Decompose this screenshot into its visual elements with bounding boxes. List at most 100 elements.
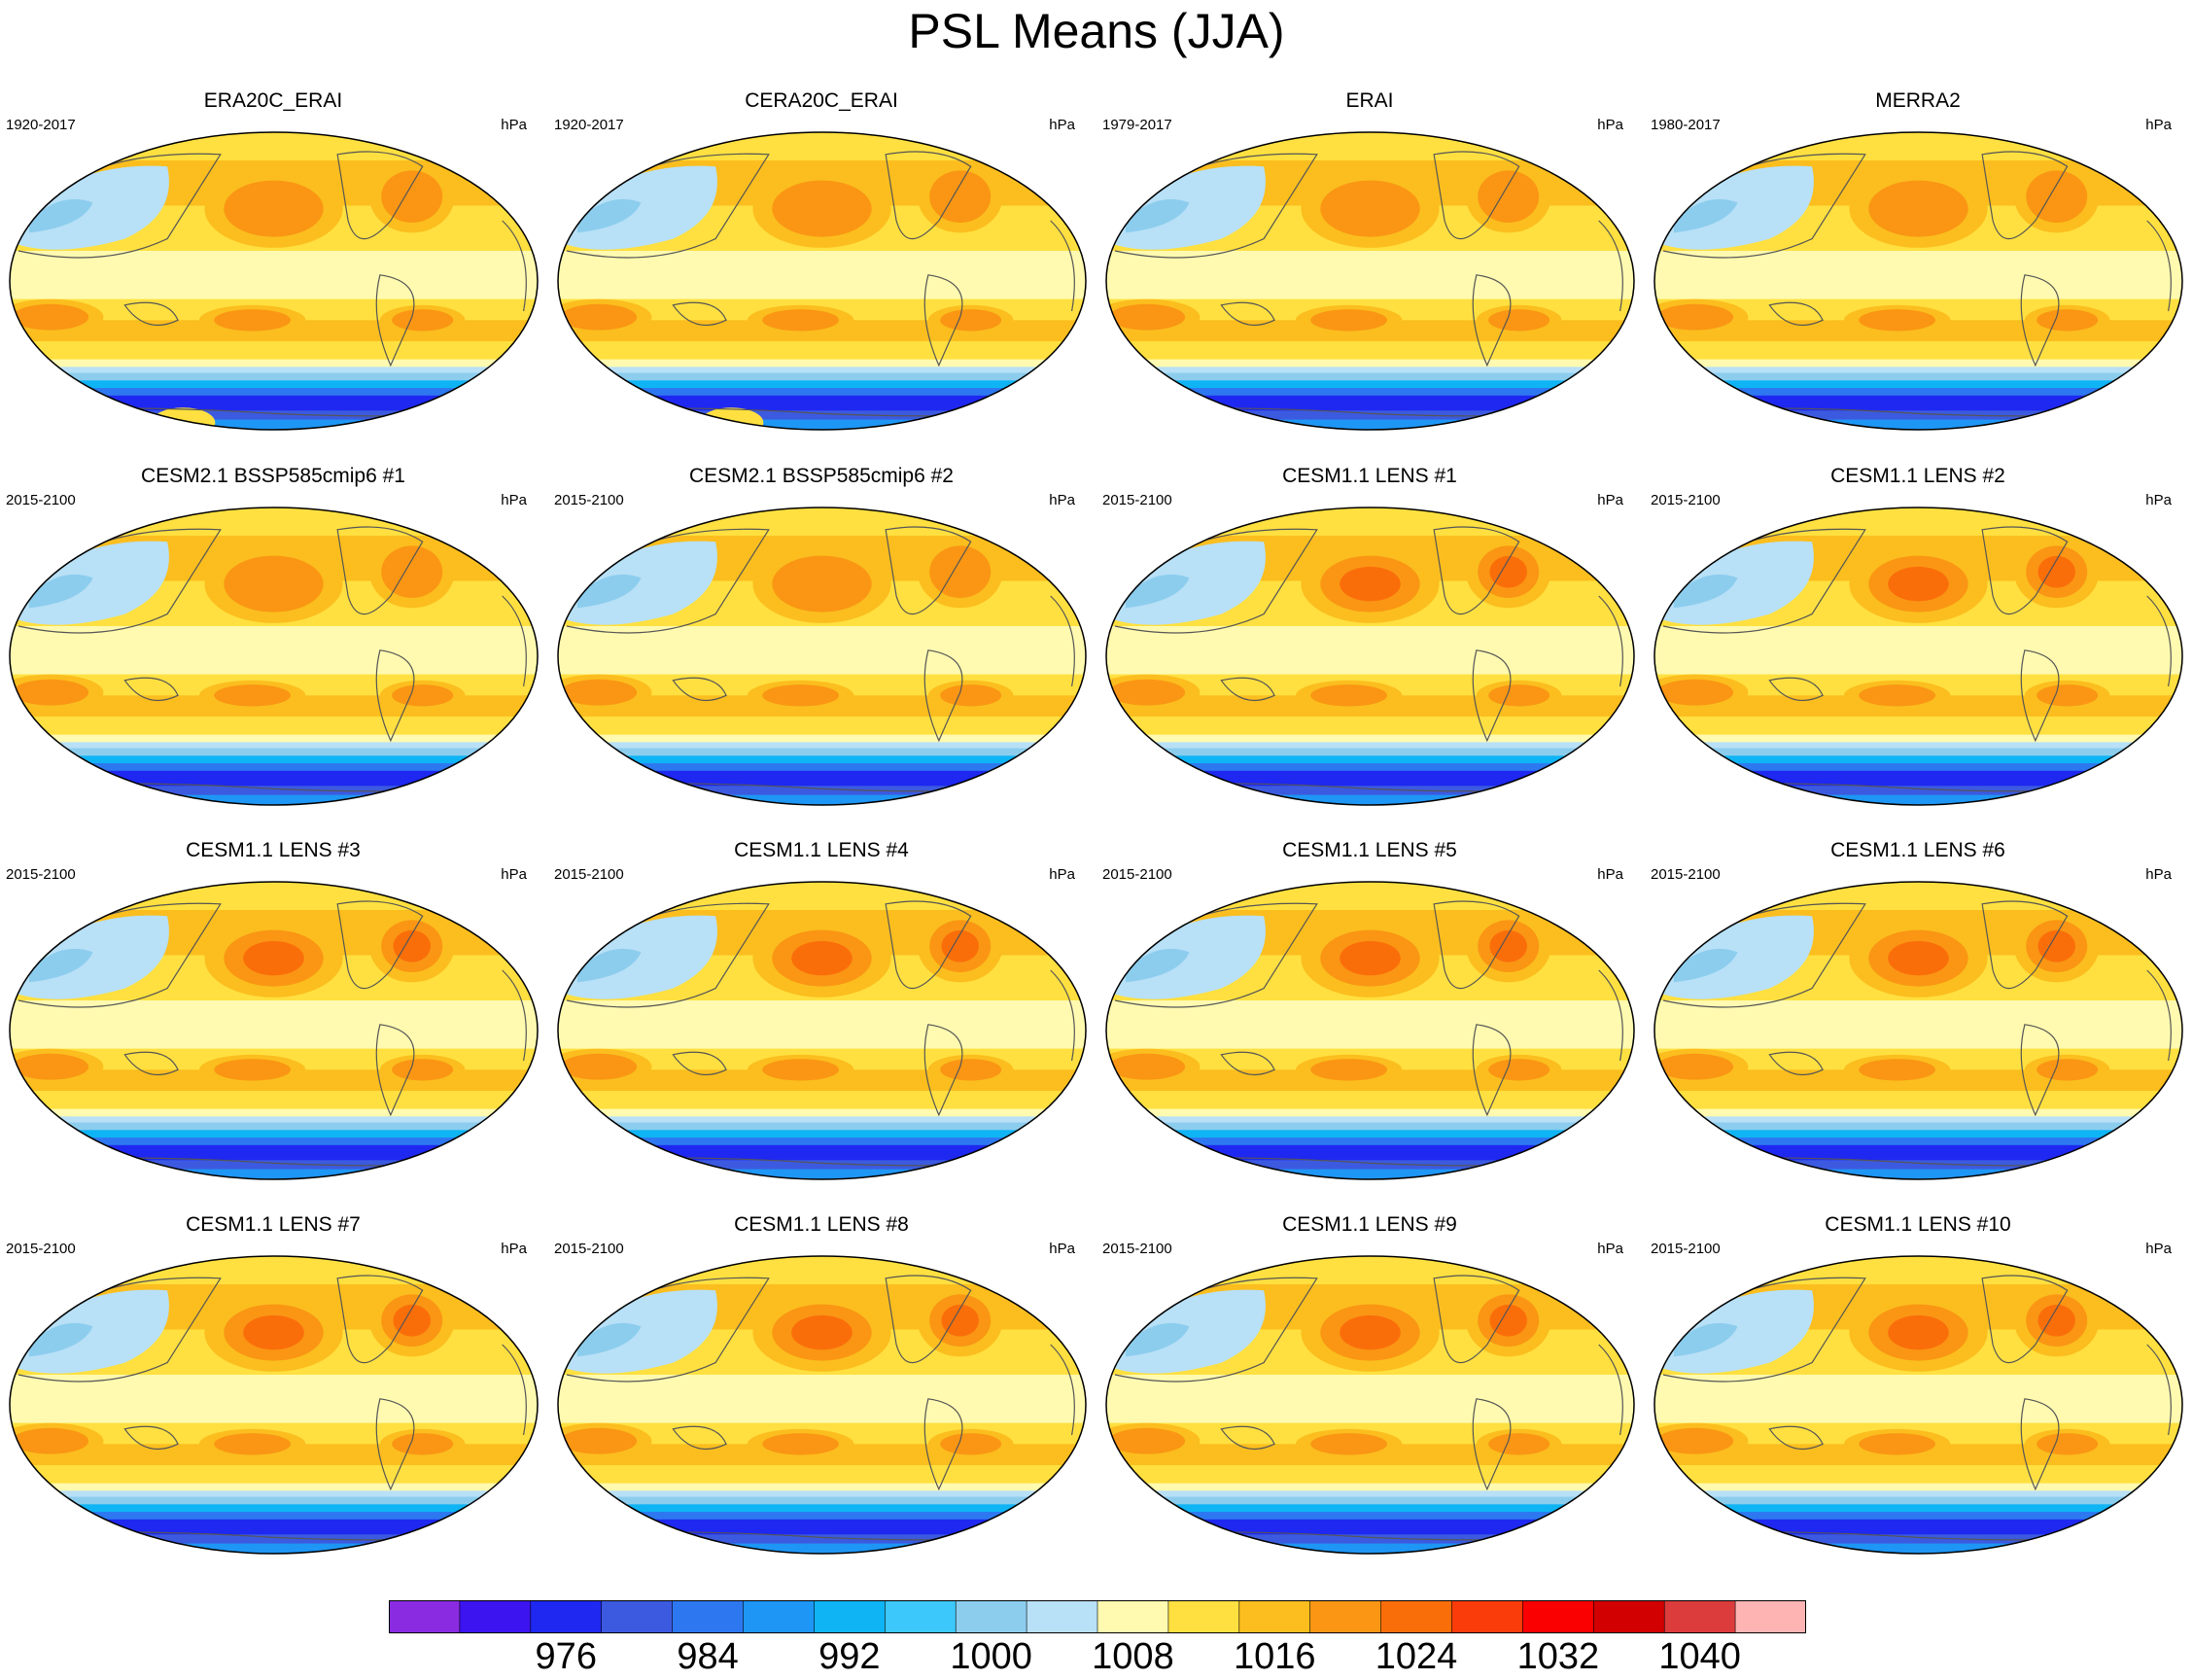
coastline [336, 1275, 424, 1363]
pressure-band [558, 748, 1086, 757]
pressure-band [10, 794, 538, 805]
pressure-band [1654, 748, 2182, 757]
high-pressure-cell [1310, 309, 1388, 332]
high-pressure-cell [1859, 684, 1936, 707]
pressure-band [558, 1108, 1086, 1118]
coastline [672, 677, 727, 702]
coastline [885, 526, 972, 614]
high-pressure-cell [791, 940, 853, 976]
pressure-band [10, 1130, 538, 1139]
coastline [672, 1425, 727, 1451]
pressure-band [1106, 717, 1634, 736]
map-boundary [1105, 131, 1635, 431]
pressure-band [10, 1000, 538, 1050]
pressure-band [1106, 251, 1634, 300]
asian-low-core [1673, 198, 1738, 233]
pressure-band [558, 1465, 1086, 1485]
high-pressure-cell [1489, 555, 1527, 588]
pressure-band [1654, 1496, 2182, 1506]
colorbar-swatch [601, 1600, 674, 1633]
pressure-band [1106, 341, 1634, 361]
coastline [923, 274, 963, 368]
high-pressure-cell [1868, 180, 1968, 237]
coastline [1433, 151, 1520, 239]
panel-period: 2015-2100 [6, 1241, 76, 1257]
pressure-band [1654, 794, 2182, 805]
pressure-band [10, 1490, 538, 1498]
map-panel: CESM1.1 LENS #5 2015-2100 hPa [1096, 839, 1643, 1191]
high-pressure-cell [2037, 555, 2075, 588]
pressure-band [1106, 1490, 1634, 1498]
panel-title: CESM1.1 LENS #1 [1282, 465, 1457, 487]
colorbar-swatch [1167, 1600, 1240, 1633]
pressure-band [1654, 1534, 2182, 1545]
high-pressure-cell [560, 1053, 638, 1080]
pressure-band [1106, 755, 1634, 765]
asian-low-core [1125, 574, 1190, 609]
colorbar-swatch [1097, 1600, 1169, 1633]
pressure-band [1106, 748, 1634, 757]
map-boundary [1105, 881, 1635, 1180]
map-panel: CESM1.1 LENS #9 2015-2100 hPa [1096, 1213, 1643, 1565]
pressure-band [1106, 763, 1634, 772]
pressure-band [1654, 380, 2182, 390]
colorbar-swatch [1451, 1600, 1523, 1633]
coastline [1050, 595, 1075, 687]
psl-field [1106, 132, 1634, 430]
panel-unit: hPa [501, 866, 527, 883]
psl-map [1105, 881, 1635, 1180]
colorbar-swatch [1664, 1600, 1736, 1633]
pressure-band [10, 1496, 538, 1506]
high-pressure-cell [393, 1304, 431, 1337]
pressure-band [558, 755, 1086, 765]
high-pressure-cell [560, 303, 638, 331]
psl-map [1653, 1255, 2183, 1555]
pressure-band [558, 1490, 1086, 1498]
high-pressure-cell [392, 1059, 454, 1081]
pressure-band [558, 1130, 1086, 1139]
pressure-band [558, 132, 1086, 161]
pressure-band [558, 1000, 1086, 1050]
psl-field [558, 508, 1086, 805]
high-pressure-cell [1108, 1053, 1186, 1080]
pressure-band [1654, 419, 2182, 430]
psl-map [557, 507, 1087, 806]
coastline [2020, 1398, 2060, 1491]
pressure-band [558, 1144, 1086, 1162]
psl-map [9, 507, 539, 806]
asian-low-core [576, 198, 642, 233]
colorbar-tick-label: 992 [818, 1636, 881, 1677]
pressure-band [10, 1534, 538, 1545]
high-pressure-cell [1488, 1433, 1550, 1455]
high-pressure-cell [762, 684, 840, 707]
coastline [1433, 900, 1520, 989]
map-boundary [1105, 1255, 1635, 1555]
pressure-band [1654, 1160, 2182, 1171]
panel-period: 1920-2017 [554, 117, 624, 133]
high-pressure-cell [940, 309, 1002, 332]
panel-title: CESM1.1 LENS #4 [734, 839, 909, 861]
pressure-band [10, 734, 538, 744]
coastline [885, 151, 972, 239]
colorbar [389, 1600, 1806, 1633]
panel-unit: hPa [1049, 1241, 1075, 1257]
asian-low [566, 541, 717, 625]
psl-map [1105, 507, 1635, 806]
panel-title: CESM1.1 LENS #9 [1282, 1213, 1457, 1236]
coastline [1768, 1425, 1824, 1451]
pressure-band [1106, 882, 1634, 911]
pressure-band [10, 341, 538, 361]
pressure-band [10, 388, 538, 397]
pressure-band [558, 359, 1086, 368]
panel-title: CESM2.1 BSSP585cmip6 #1 [141, 465, 405, 487]
panel-unit: hPa [501, 117, 527, 133]
pressure-band [1654, 786, 2182, 796]
asian-low-core [28, 948, 93, 983]
asian-low [1662, 165, 1814, 250]
high-pressure-cell [762, 1433, 840, 1455]
pressure-band [558, 251, 1086, 300]
pressure-band [558, 1534, 1086, 1545]
asian-low-core [1125, 948, 1190, 983]
high-pressure-cell [1888, 940, 1949, 976]
pressure-band [558, 1116, 1086, 1124]
